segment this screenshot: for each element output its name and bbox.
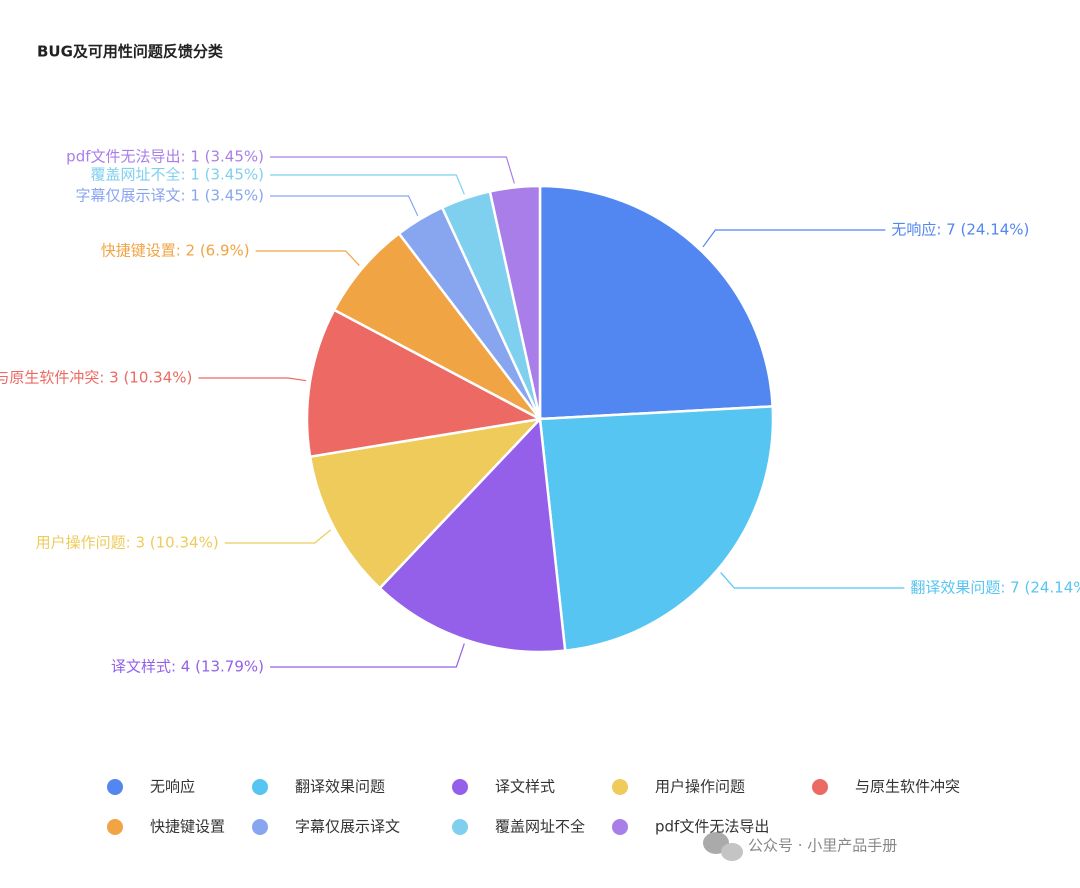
legend-swatch <box>107 819 123 835</box>
pie-slice <box>538 184 774 421</box>
legend-label: 快捷键设置 <box>150 818 225 836</box>
legend-swatch <box>612 819 628 835</box>
leader-line <box>702 229 886 248</box>
pie-slice <box>308 417 544 590</box>
watermark-icon <box>703 832 743 861</box>
legend-label: 用户操作问题 <box>655 778 745 796</box>
pie-slice <box>488 184 542 420</box>
legend-label: 字幕仅展示译文 <box>295 818 400 836</box>
leader-line <box>270 643 465 668</box>
leader-line <box>270 174 465 195</box>
data-label: 翻译效果问题: 7 (24.14%) <box>910 579 1080 597</box>
leader-line <box>255 250 360 266</box>
leader-line <box>198 377 307 382</box>
legend-swatch <box>812 779 828 795</box>
legend-swatch <box>452 779 468 795</box>
data-label: 译文样式: 4 (13.79%) <box>111 658 264 676</box>
data-label: 与原生软件冲突: 3 (10.34%) <box>0 369 192 387</box>
data-label: 快捷键设置: 2 (6.9%) <box>101 242 250 260</box>
data-label: pdf文件无法导出: 1 (3.45%) <box>66 148 264 166</box>
legend-label: 翻译效果问题 <box>295 778 385 796</box>
legend-swatch <box>252 779 268 795</box>
pie-slice <box>305 308 544 459</box>
leader-line <box>270 156 515 184</box>
pie-slice <box>538 405 775 653</box>
data-label: 字幕仅展示译文: 1 (3.45%) <box>76 187 265 205</box>
legend-swatch <box>107 779 123 795</box>
legend-label: pdf文件无法导出 <box>655 818 769 836</box>
legend-swatch <box>452 819 468 835</box>
leader-line <box>270 195 419 217</box>
chart-title: BUG及可用性问题反馈分类 <box>37 43 224 61</box>
data-label: 用户操作问题: 3 (10.34%) <box>36 534 219 552</box>
data-label: 无响应: 7 (24.14%) <box>891 221 1029 239</box>
pie-slice <box>377 416 567 654</box>
watermark: 公众号 · 小里产品手册 <box>748 837 897 855</box>
legend-swatch <box>252 819 268 835</box>
leader-line <box>720 572 905 589</box>
leader-line <box>224 529 331 544</box>
legend-label: 覆盖网址不全 <box>495 818 585 836</box>
legend-label: 与原生软件冲突 <box>855 778 960 796</box>
data-label: 覆盖网址不全: 1 (3.45%) <box>91 166 265 184</box>
legend-label: 译文样式 <box>495 778 555 796</box>
legend-label: 无响应 <box>150 778 195 796</box>
legend-swatch <box>612 779 628 795</box>
